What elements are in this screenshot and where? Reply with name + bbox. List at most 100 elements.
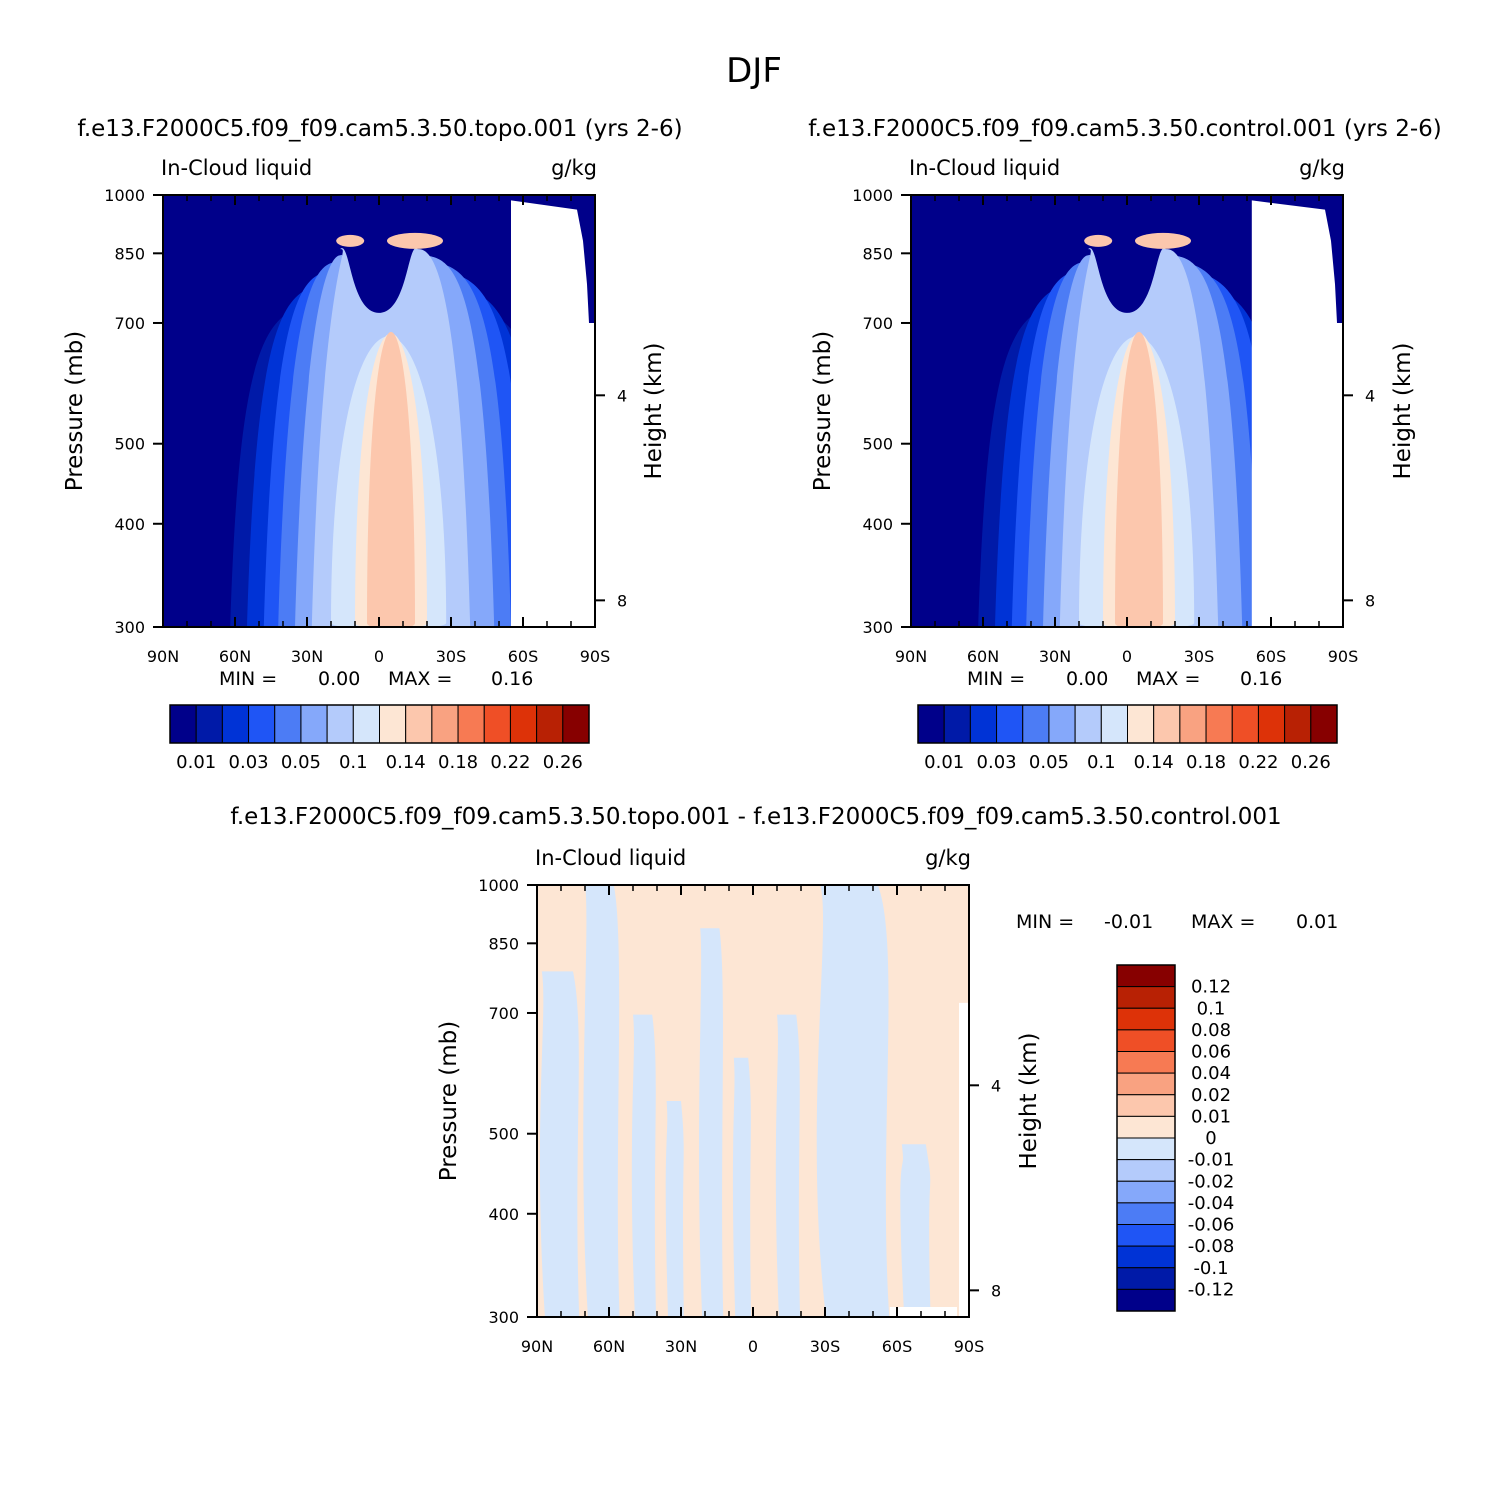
panel-difference-max-label: MAX =: [1191, 911, 1255, 933]
panel-topo-max-blob: [336, 234, 365, 247]
panel-topo-ytick-label: 1000: [104, 186, 145, 205]
panel-control-colorbar-label: 0.14: [1134, 752, 1174, 773]
panel-difference-colorbar-label: 0.01: [1191, 1106, 1231, 1127]
panel-control-colorbar-label: 0.1: [1087, 752, 1116, 773]
panel-control-colorbar-box: [1022, 704, 1050, 744]
panel-control-colorbar-box: [1284, 704, 1312, 744]
panel-difference-missing-region: [959, 1002, 969, 1317]
panel-difference-colorbar-box: [1116, 1288, 1176, 1312]
panel-difference-colorbar-box: [1116, 1224, 1176, 1247]
panel-topo-xtick-label: 30S: [436, 647, 467, 666]
panel-control-colorbar-outline: [917, 704, 1338, 744]
panel-difference-colorbar-box: [1116, 1267, 1176, 1290]
panel-difference-contour-negative: [775, 1014, 801, 1317]
panel-topo-colorbar-box: [195, 704, 223, 744]
panel-difference-colorbar-box: [1116, 1072, 1176, 1096]
panel-difference: f.e13.F2000C5.f09_f09.cam5.3.50.topo.001…: [230, 804, 1338, 1356]
panel-difference-missing-region: [889, 1307, 957, 1317]
panel-topo-ytick-right-label: 4: [617, 386, 627, 405]
panel-difference-xtick-label: 90N: [521, 1337, 553, 1356]
panel-control-ytick-label: 700: [862, 314, 893, 333]
panel-difference-max-value: 0.01: [1296, 911, 1338, 933]
panel-topo-missing-region: [511, 200, 595, 627]
panel-control-colorbar-box: [917, 704, 945, 744]
panel-topo-colorbar-box: [248, 704, 276, 744]
panel-control-xtick-label: 30N: [1039, 647, 1071, 666]
panel-topo-colorbar-box: [379, 704, 407, 744]
panel-topo-contour-level-9: [367, 332, 415, 627]
panel-control-colorbar: 0.01 0.03 0.05 0.1 0.14 0.18 0.22 0.26: [917, 704, 1338, 773]
panel-difference-colorbar-label: -0.06: [1188, 1215, 1235, 1236]
panel-control-case-title: f.e13.F2000C5.f09_f09.cam5.3.50.control.…: [808, 116, 1442, 142]
panel-topo-colorbar-box: [431, 704, 459, 744]
panel-control-max-label: MAX =: [1136, 668, 1200, 690]
panel-topo-colorbar-label: 0.01: [176, 752, 216, 773]
panel-difference-xtick-label: 30N: [665, 1337, 697, 1356]
panel-topo: f.e13.F2000C5.f09_f09.cam5.3.50.topo.001…: [62, 116, 683, 773]
panel-control-min-value: 0.00: [1066, 668, 1108, 690]
panel-topo-min-value: 0.00: [318, 668, 360, 690]
panel-control-colorbar-box: [1100, 704, 1128, 744]
panel-difference-ylabel-right: Height (km): [1016, 1032, 1042, 1169]
panel-control-ytick-label: 300: [862, 618, 893, 637]
panel-control: f.e13.F2000C5.f09_f09.cam5.3.50.control.…: [808, 116, 1442, 773]
panel-difference-right-string: g/kg: [925, 846, 971, 870]
panel-topo-ylabel-right: Height (km): [641, 342, 667, 479]
panel-topo-min-label: MIN =: [219, 668, 277, 690]
panel-control-left-string: In-Cloud liquid: [909, 156, 1060, 180]
panel-control-colorbar-box: [1048, 704, 1076, 744]
panel-difference-contour-negative: [539, 971, 580, 1317]
panel-topo-colorbar-box: [300, 704, 328, 744]
panel-topo-ytick-right-label: 8: [617, 591, 627, 610]
panel-topo-colorbar-label: 0.18: [438, 752, 478, 773]
panel-control-colorbar-box: [1257, 704, 1286, 744]
panel-topo-colorbar-box: [169, 704, 197, 744]
panel-difference-xtick-label: 30S: [810, 1337, 841, 1356]
panel-control-colorbar-label: 0.03: [977, 752, 1017, 773]
panel-difference-colorbar-box: [1116, 1159, 1176, 1182]
panel-topo-left-string: In-Cloud liquid: [161, 156, 312, 180]
panel-difference-colorbar-label: -0.12: [1188, 1279, 1235, 1300]
panel-control-max-value: 0.16: [1240, 668, 1282, 690]
panel-control-right-string: g/kg: [1299, 156, 1345, 180]
panel-topo-colorbar-label: 0.03: [229, 752, 269, 773]
panel-difference-colorbar-box: [1116, 986, 1176, 1009]
panel-control-colorbar-box: [1153, 704, 1181, 744]
panel-control-xtick-label: 90S: [1328, 647, 1359, 666]
panel-control-missing-region: [1251, 200, 1343, 627]
panel-control-xtick-label: 30S: [1184, 647, 1215, 666]
panel-control-ytick-label: 400: [862, 515, 893, 534]
panel-control-min-label: MIN =: [967, 668, 1025, 690]
panel-difference-xtick-label: 60S: [882, 1337, 913, 1356]
panel-difference-colorbar-label: -0.01: [1188, 1150, 1235, 1171]
panel-control-colorbar-label: 0.22: [1238, 752, 1278, 773]
panel-topo-colorbar-box: [274, 704, 302, 744]
panel-topo-ytick-label: 850: [114, 244, 145, 263]
panel-control-ytick-right-label: 8: [1365, 591, 1375, 610]
panel-control-xtick-label: 60S: [1256, 647, 1287, 666]
panel-difference-ytick-label: 700: [488, 1004, 519, 1023]
panel-control-colorbar-label: 0.18: [1186, 752, 1226, 773]
panel-difference-colorbar-label: 0.1: [1197, 998, 1226, 1019]
panel-control-colorbar-label: 0.01: [924, 752, 964, 773]
panel-topo-xtick-label: 60S: [508, 647, 539, 666]
panel-topo-xtick-label: 60N: [219, 647, 251, 666]
panel-difference-colorbar-box: [1116, 1245, 1176, 1269]
panel-topo-ytick-label: 500: [114, 435, 145, 454]
panel-topo-colorbar: 0.01 0.03 0.05 0.1 0.14 0.18 0.22 0.26: [169, 704, 590, 773]
panel-control-xtick-label: 60N: [967, 647, 999, 666]
panel-difference-colorbar-box: [1116, 1094, 1176, 1117]
panel-topo-axes: 90N 60N 30N 0 30S 60S 90S 300 400 500 700 850 1000 8 4: [104, 186, 627, 666]
panel-difference-colorbar-box: [1116, 1051, 1176, 1074]
panel-topo-colorbar-box: [483, 704, 511, 744]
panel-difference-ytick-label: 300: [488, 1308, 519, 1327]
panel-difference-colorbar-label: -0.02: [1188, 1171, 1235, 1192]
panel-topo-colorbar-outline: [169, 704, 590, 744]
panel-difference-ytick-right-label: 4: [991, 1076, 1001, 1095]
panel-difference-colorbar-label: -0.08: [1188, 1236, 1235, 1257]
panel-control-field: [911, 195, 1343, 627]
panel-control-colorbar-box: [1179, 704, 1207, 744]
panel-topo-xtick-label: 90N: [147, 647, 179, 666]
panel-difference-ytick-label: 1000: [478, 876, 519, 895]
panel-topo-max-value: 0.16: [491, 668, 533, 690]
